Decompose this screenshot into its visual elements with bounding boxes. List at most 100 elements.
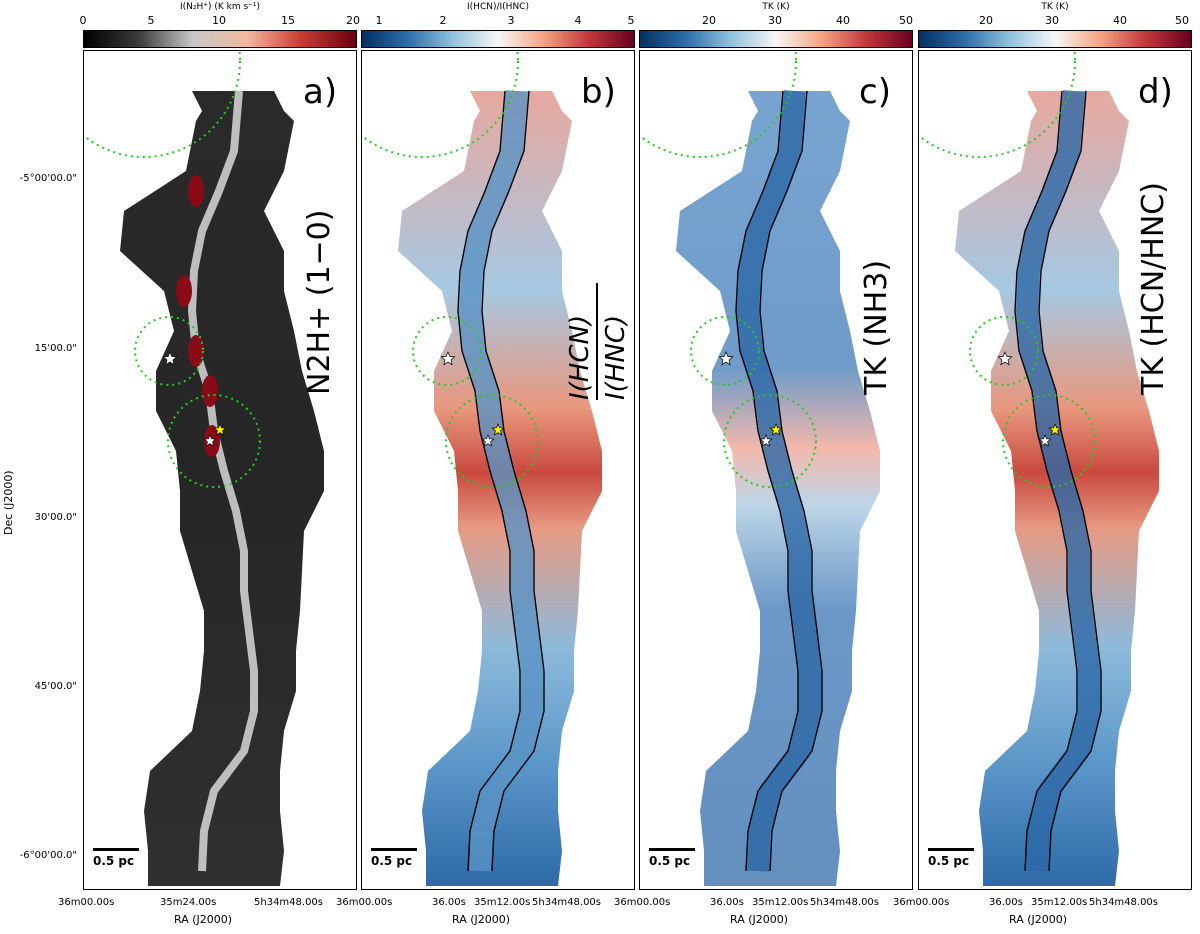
ra-axis-title-d: RA (J2000) [1009,913,1068,926]
region-circle [640,51,797,158]
star-marker [203,434,217,447]
ra-tick: 35m12.00s [474,897,531,908]
ratio-denominator: I(HNC) [601,314,631,400]
ra-tick: 5h34m48.00s [532,897,602,908]
region-circle [362,51,519,158]
map-image [362,51,602,886]
cold-ridge [1016,90,1100,872]
colorbar-tick: 50 [899,14,913,27]
ra-tick: 36.00s [710,897,744,908]
colorbar-tick: 30 [768,14,782,27]
region-circle [167,394,261,488]
colorbar-tick: 20 [979,14,993,27]
colorbar-tick: 3 [507,14,515,27]
star-marker [1048,423,1062,436]
panel-letter-c: c) [859,72,891,112]
contour-line [735,90,799,872]
colorbar-tick: 10 [212,14,226,27]
ra-tick: 35m12.00s [752,897,809,908]
colorbar-title-a: I(N₂H⁺) (K km s⁻¹) [179,2,261,12]
map-image [919,51,1159,886]
cold-ridge [737,90,821,872]
star-marker [440,351,456,366]
region-circle [969,316,1039,386]
panel-tk-nh3-map [639,50,913,890]
colorbar-tick: 2 [439,14,447,27]
map-image [640,51,880,886]
region-circle [919,51,1076,158]
n2h-peak [202,375,218,407]
scale-bar-label: 0.5 pc [371,854,413,868]
colorbar-gradient-d [918,30,1192,48]
colorbar-tick: 5 [147,14,155,27]
dec-tick: 30'00.0" [34,512,77,523]
ra-tick: 36m00.00s [336,897,393,908]
ra-tick: 36.00s [989,897,1023,908]
star-marker [491,423,505,436]
colorbar-tick: 1 [375,14,383,27]
panel-letter-d: d) [1138,72,1173,112]
colorbar-tick: 0 [79,14,87,27]
star-marker [213,423,227,436]
colorbar-tick: 50 [1175,14,1189,27]
colorbar-tick: 4 [574,14,582,27]
ra-axis-title-a: RA (J2000) [174,913,233,926]
scale-bar-d: 0.5 pc [928,848,974,920]
filament-region [120,91,324,886]
region-circle [84,51,241,158]
dec-tick: -5°00'00.0" [19,173,77,184]
colorbar-tick: 5 [627,14,635,27]
dec-tick: 15'00.0" [34,343,77,354]
n2h-emission-spine [188,90,258,872]
ra-tick: 5h34m48.00s [254,897,324,908]
star-marker [162,351,178,366]
star-marker [997,351,1013,366]
region-circle [690,316,760,386]
dec-tick: -6°00'00.0" [19,850,77,861]
colorbar-title-c: TK (K) [762,2,790,12]
fraction-line [596,283,598,400]
colorbar-gradient-b [361,30,635,48]
scale-bar-label: 0.5 pc [93,854,135,868]
panel-letter-a: a) [303,72,338,112]
star-marker [769,423,783,436]
colorbar-gradient-c [639,30,913,48]
region-circle [445,394,539,488]
region-circle [412,316,482,386]
n2h-peak [188,335,204,367]
colorbar-tick: 15 [281,14,295,27]
scale-bar-label: 0.5 pc [928,854,970,868]
contour-line [1014,90,1078,872]
n2h-peak [188,175,204,207]
panel-letter-b: b) [581,72,616,112]
colorbar-title-d: TK (K) [1041,2,1069,12]
ratio-numerator: I(HCN) [565,314,595,400]
scale-bar-b: 0.5 pc [371,848,417,920]
panel-hcn-hnc-ratio-map [361,50,635,890]
region-circle [1002,394,1096,488]
colorbar-title-b: I(HCN)/I(HNC) [467,2,529,12]
ra-tick: 36.00s [432,897,466,908]
panel-n2h-map [83,50,357,890]
panel-label-a: N2H+ (1−0) [302,209,337,395]
star-marker [481,434,495,447]
ra-tick: 35m24.00s [160,897,217,908]
star-marker [1038,434,1052,447]
contour-line [1038,90,1102,872]
star-marker [759,434,773,447]
scale-bar-a: 0.5 pc [93,848,139,920]
panel-label-c: TK (NH3) [859,259,894,395]
contour-line [759,90,823,872]
dec-axis-title: Dec (J2000) [2,470,15,535]
colorbar-tick: 40 [1113,14,1127,27]
cold-ridge [459,90,543,872]
scale-bar-c: 0.5 pc [649,848,695,920]
panel-tk-hcn-hnc-map [918,50,1192,890]
star-marker [718,351,734,366]
map-image [84,51,324,886]
colorbar-tick: 40 [836,14,850,27]
region-circle [723,394,817,488]
panel-label-d: TK (HCN/HNC) [1136,182,1171,395]
contour-line [457,90,521,872]
ra-tick: 36m00.00s [893,897,950,908]
